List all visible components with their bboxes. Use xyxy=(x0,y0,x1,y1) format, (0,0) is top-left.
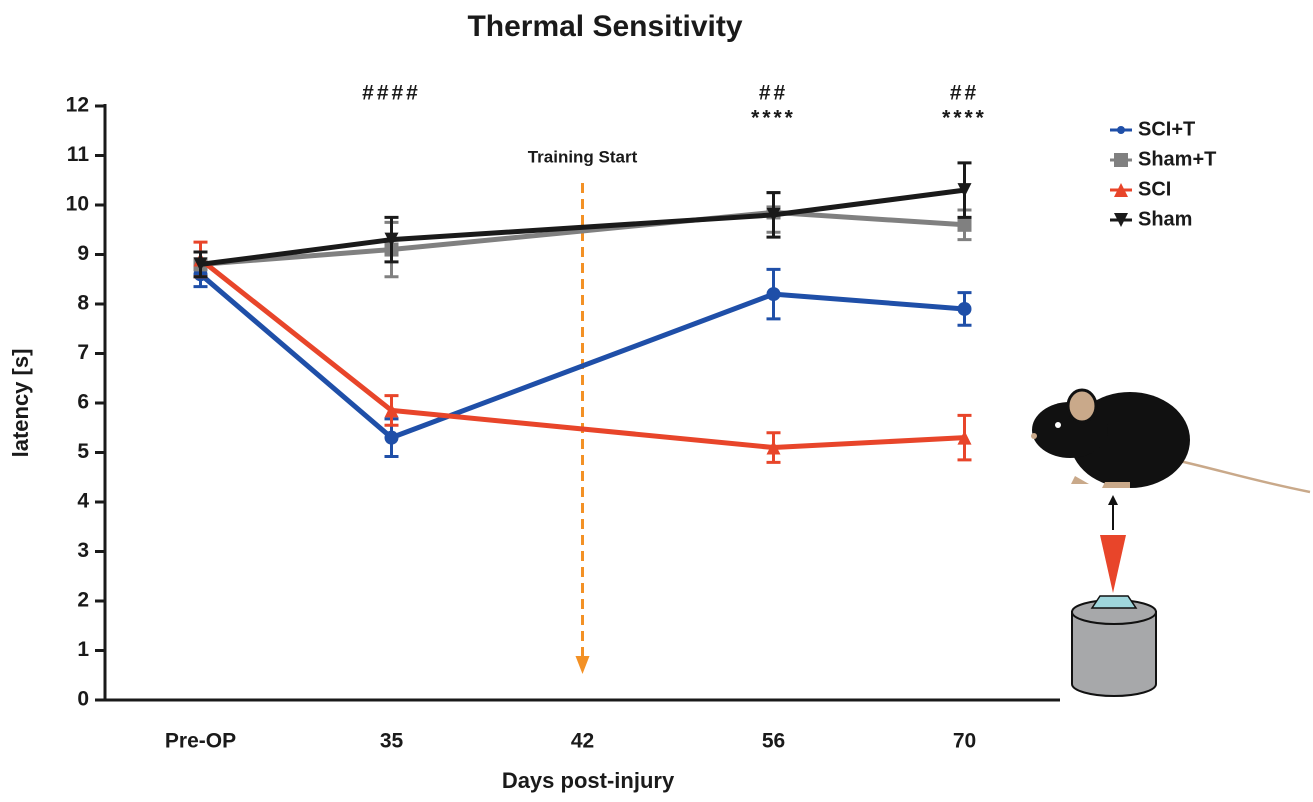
point xyxy=(958,218,972,232)
annotation: **** xyxy=(942,107,987,130)
legend-label: Sham xyxy=(1138,208,1192,230)
chart-title: Thermal Sensitivity xyxy=(467,10,742,43)
x-tick-label: Pre-OP xyxy=(165,730,236,753)
annotation: ## xyxy=(950,82,979,105)
legend-label: Sham+T xyxy=(1138,148,1216,170)
annotation: ## xyxy=(759,82,788,105)
point xyxy=(958,302,972,316)
y-tick-label: 4 xyxy=(77,490,89,513)
x-axis-label: Days post-injury xyxy=(502,768,675,793)
y-tick-label: 12 xyxy=(66,94,89,117)
annotation: #### xyxy=(362,82,421,105)
y-tick-label: 3 xyxy=(77,539,89,562)
x-tick-label: 35 xyxy=(380,730,404,753)
y-tick-label: 7 xyxy=(77,341,89,364)
point xyxy=(385,431,399,445)
marker-label: Training Start xyxy=(528,147,638,166)
point xyxy=(767,287,781,301)
y-tick-label: 8 xyxy=(77,292,89,315)
y-tick-label: 2 xyxy=(77,589,89,612)
y-tick-label: 11 xyxy=(67,143,90,166)
y-tick-label: 1 xyxy=(77,638,89,661)
point xyxy=(1117,126,1125,134)
y-axis-label: latency [s] xyxy=(8,349,33,458)
y-tick-label: 0 xyxy=(77,688,89,711)
mouse-illustration xyxy=(1031,390,1310,696)
annotation: **** xyxy=(751,107,796,130)
x-tick-label: 42 xyxy=(571,730,594,753)
legend-label: SCI+T xyxy=(1138,118,1195,140)
x-tick-label: 56 xyxy=(762,730,785,753)
y-tick-label: 9 xyxy=(77,242,89,265)
y-tick-label: 10 xyxy=(66,193,89,216)
y-tick-label: 5 xyxy=(77,440,89,463)
chart: Thermal Sensitivity Days post-injury lat… xyxy=(0,0,1313,797)
legend-label: SCI xyxy=(1138,178,1171,200)
y-tick-label: 6 xyxy=(77,391,89,414)
x-tick-label: 70 xyxy=(953,730,976,753)
marker-arrow xyxy=(576,656,590,674)
point xyxy=(1114,153,1128,167)
